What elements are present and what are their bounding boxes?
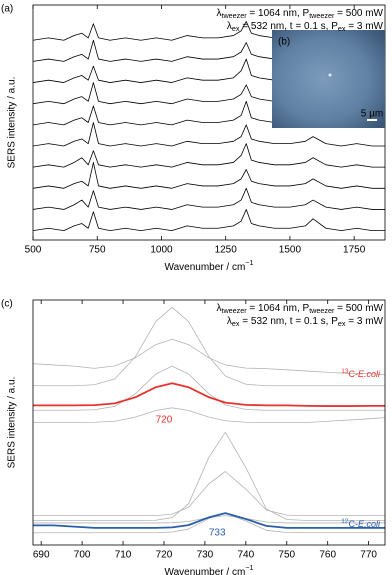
text-part: ex [338, 24, 346, 33]
text-part: 12 [341, 518, 349, 525]
text-part: = 3 mW [345, 21, 383, 32]
spectrum-line [33, 512, 385, 534]
text-part: E.coli [358, 519, 381, 529]
spectrum-line [33, 209, 385, 231]
text-part: λ [227, 21, 232, 32]
text-part: tweezer [221, 306, 247, 315]
text-part: tweezer [221, 11, 247, 20]
inset-label: (b) [278, 37, 290, 48]
x-axis-label: Wavenumber / cm−1 [165, 563, 254, 575]
x-tick-label: 760 [319, 550, 336, 561]
spectrum-line [33, 512, 385, 529]
text-part: ex [232, 24, 240, 33]
text-part: −1 [245, 563, 253, 572]
text-part: Wavenumber / cm [165, 262, 246, 273]
condition-text: λtweezer = 1064 nm, Ptweezer = 500 mW [216, 303, 383, 315]
text-part: λ [216, 8, 221, 19]
peak-label: 720 [156, 415, 173, 426]
x-tick-label: 690 [33, 550, 50, 561]
x-tick-label: 1500 [279, 245, 302, 256]
panel-label: (a) [1, 4, 13, 15]
text-part: = 3 mW [345, 316, 383, 327]
spectrum-line [33, 471, 385, 516]
x-tick-label: 750 [278, 550, 295, 561]
text-part: E.coli [358, 369, 381, 379]
x-tick-label: 1000 [150, 245, 173, 256]
x-tick-label: 740 [237, 550, 254, 561]
plot-frame [32, 299, 386, 546]
x-tick-label: 770 [360, 550, 377, 561]
spectrum-line [33, 338, 385, 376]
scale-bar-label: 5 µm [361, 109, 383, 120]
spectrum-line [33, 187, 385, 210]
inset-spot [328, 73, 332, 77]
text-part: C- [348, 519, 358, 529]
spectrum-line [33, 162, 385, 189]
text-part: = 532 nm, t = 0.1 s, P [240, 316, 339, 327]
text-part: = 1064 nm, P [247, 303, 310, 314]
y-axis-label: SERS intensity / a.u. [7, 77, 18, 169]
condition-text: λex = 532 nm, t = 0.1 s, Pex = 3 mW [227, 316, 384, 328]
inset-image [272, 30, 385, 128]
x-tick-label: 720 [156, 550, 173, 561]
text-part: = 1064 nm, P [247, 8, 310, 19]
text-part: Wavenumber / cm [165, 567, 246, 575]
text-part: ex [232, 319, 240, 328]
spectrum-line [33, 382, 385, 407]
spectrum-line [33, 306, 385, 387]
spectrum-line [33, 122, 385, 147]
text-part: tweezer [309, 11, 335, 20]
y-axis-label: SERS intensity / a.u. [7, 377, 18, 469]
spectrum-line [33, 407, 385, 423]
text-part: tweezer [309, 306, 335, 315]
panel-label: (c) [1, 299, 13, 310]
text-part: = 532 nm, t = 0.1 s, P [240, 21, 339, 32]
text-part: 13 [341, 368, 349, 375]
x-tick-label: 730 [197, 550, 214, 561]
text-part: = 500 mW [334, 8, 383, 19]
x-tick-label: 700 [74, 550, 91, 561]
x-axis-label: Wavenumber / cm−1 [165, 258, 254, 273]
x-tick-label: 1250 [215, 245, 238, 256]
plot-lines [33, 306, 385, 534]
x-tick-label: 500 [25, 245, 42, 256]
text-part: C- [348, 369, 358, 379]
series-label: 12C-E.coli [341, 518, 381, 530]
text-part: = 500 mW [334, 303, 383, 314]
spectrum-line [33, 431, 385, 521]
series-label: 13C-E.coli [341, 368, 381, 380]
condition-text: λex = 532 nm, t = 0.1 s, Pex = 3 mW [227, 21, 384, 33]
x-tick-label: 1750 [343, 245, 366, 256]
x-tick-label: 750 [89, 245, 106, 256]
text-part: −1 [245, 258, 253, 267]
spectrum-line [33, 365, 385, 411]
text-part: λ [216, 303, 221, 314]
spectrum-line [33, 143, 385, 168]
condition-text: λtweezer = 1064 nm, Ptweezer = 500 mW [216, 8, 383, 20]
peak-label: 733 [209, 528, 226, 539]
text-part: λ [227, 316, 232, 327]
text-part: ex [338, 319, 346, 328]
x-tick-label: 710 [115, 550, 132, 561]
